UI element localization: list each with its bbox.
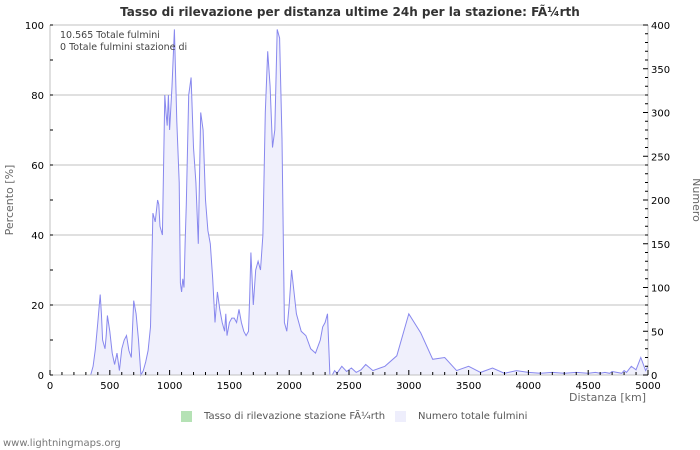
total-strikes-area [50, 29, 648, 376]
stats-box: 10.565 Totale fulmini 0 Totale fulmini s… [60, 30, 187, 54]
svg-text:0: 0 [651, 371, 657, 382]
svg-text:5000: 5000 [635, 381, 660, 392]
legend-label: Numero totale fulmini [418, 411, 528, 422]
svg-text:4000: 4000 [516, 381, 541, 392]
chart-title: Tasso di rilevazione per distanza ultime… [120, 5, 580, 19]
svg-text:100: 100 [25, 21, 44, 32]
x-axis-ticks: 0 500 1000 1500 2000 2500 3000 3500 4000 4500 5000 [47, 370, 661, 392]
svg-text:250: 250 [651, 152, 670, 163]
svg-text:0: 0 [38, 371, 44, 382]
legend-swatch-green [181, 411, 192, 422]
total-strikes-text: 10.565 Totale fulmini [60, 30, 160, 41]
y-left-axis-title: Percento [%] [3, 165, 16, 236]
svg-text:3500: 3500 [456, 381, 481, 392]
svg-text:350: 350 [651, 65, 670, 76]
svg-text:100: 100 [651, 284, 670, 295]
svg-text:200: 200 [651, 196, 670, 207]
legend-item-detection-rate: Tasso di rilevazione stazione FÃ¼rth [181, 411, 385, 422]
axes [49, 25, 649, 376]
svg-text:40: 40 [31, 231, 44, 242]
svg-text:3000: 3000 [396, 381, 421, 392]
y-right-axis-ticks: 0 50 100 150 200 250 300 350 400 [643, 21, 670, 382]
legend-swatch-lavender [395, 411, 406, 422]
svg-text:50: 50 [651, 327, 664, 338]
y-left-axis-ticks: 0 20 40 60 80 100 [25, 21, 53, 382]
svg-text:1500: 1500 [217, 381, 242, 392]
grid-lines [50, 24, 648, 306]
station-strikes-text: 0 Totale fulmini stazione di [60, 42, 188, 53]
svg-text:60: 60 [31, 161, 44, 172]
svg-text:2500: 2500 [336, 381, 361, 392]
svg-text:4500: 4500 [575, 381, 600, 392]
footer-link[interactable]: www.lightningmaps.org [3, 438, 121, 449]
total-strikes-line [50, 29, 649, 377]
legend-label: Tasso di rilevazione stazione FÃ¼rth [204, 411, 386, 422]
svg-text:300: 300 [651, 109, 670, 120]
svg-text:1000: 1000 [157, 381, 182, 392]
svg-text:2000: 2000 [276, 381, 301, 392]
legend-item-total-strikes: Numero totale fulmini [395, 411, 527, 422]
x-axis-title: Distanza [km] [569, 391, 646, 404]
svg-text:80: 80 [31, 91, 44, 102]
svg-text:500: 500 [100, 381, 119, 392]
svg-text:20: 20 [31, 301, 44, 312]
svg-text:400: 400 [651, 21, 670, 32]
y-right-axis-title: Numero [690, 178, 700, 222]
svg-text:150: 150 [651, 240, 670, 251]
svg-text:0: 0 [47, 381, 53, 392]
